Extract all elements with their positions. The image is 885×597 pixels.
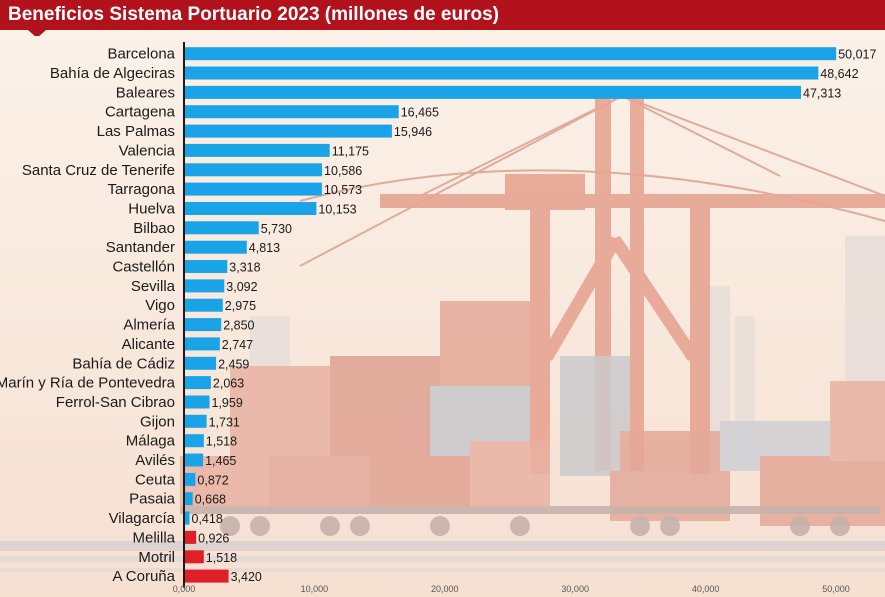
value-label: 15,946 [394, 125, 432, 139]
value-label: 3,092 [226, 280, 257, 294]
bar [184, 202, 317, 215]
bar [184, 124, 392, 138]
category-label: Bahía de Cádiz [72, 355, 175, 372]
bar [184, 395, 210, 409]
category-label: Castellón [112, 259, 175, 276]
category-label: Barcelona [107, 46, 175, 63]
category-label: Almería [123, 317, 175, 334]
x-tick-label: 50,000 [822, 584, 850, 594]
value-label: 0,418 [192, 512, 223, 526]
category-label: Santa Cruz de Tenerife [22, 162, 175, 179]
bar [184, 163, 322, 177]
value-label: 10,573 [324, 183, 362, 197]
bar [184, 414, 207, 428]
bar [184, 511, 190, 525]
value-label: 47,313 [803, 86, 841, 100]
category-label: Gijon [140, 413, 175, 430]
bar [184, 66, 819, 80]
bar [184, 260, 228, 273]
x-tick-label: 40,000 [692, 584, 720, 594]
title-bar: Beneficios Sistema Portuario 2023 (millo… [0, 0, 885, 38]
bar [184, 453, 204, 467]
category-label: Tarragona [107, 181, 175, 198]
value-label: 2,063 [213, 377, 244, 391]
bar [184, 221, 259, 235]
value-label: 50,017 [838, 48, 876, 62]
category-label: Bilbao [133, 220, 175, 237]
bar [184, 105, 399, 119]
bar [184, 318, 222, 332]
value-label: 11,175 [332, 144, 369, 158]
category-label: Marín y Ría de Pontevedra [0, 375, 176, 392]
bar [184, 434, 204, 448]
bar [184, 337, 220, 351]
category-label: A Coruña [112, 568, 175, 585]
value-label: 5,730 [261, 222, 292, 236]
value-label: 1,465 [205, 454, 236, 468]
category-label: Huelva [128, 201, 175, 218]
category-label: Bahía de Algeciras [50, 65, 175, 82]
bar [184, 85, 801, 99]
value-label: 2,747 [222, 338, 253, 352]
bar [184, 569, 229, 583]
bar [184, 279, 225, 293]
value-label: 1,959 [212, 396, 243, 410]
bar [184, 472, 196, 486]
bar [184, 182, 322, 196]
bar [184, 530, 197, 544]
value-label: 4,813 [249, 241, 280, 255]
category-label: Pasaia [129, 491, 176, 508]
bar [184, 356, 217, 370]
bar [184, 376, 211, 390]
value-label: 10,153 [318, 203, 356, 217]
value-label: 2,975 [225, 299, 256, 313]
category-label: Las Palmas [97, 123, 175, 140]
x-tick-label: 20,000 [431, 584, 459, 594]
value-label: 3,318 [229, 261, 260, 275]
value-label: 2,459 [218, 357, 249, 371]
category-label: Santander [106, 239, 175, 256]
value-label: 16,465 [401, 106, 439, 120]
bar [184, 492, 193, 506]
value-label: 3,420 [231, 570, 262, 584]
bar [184, 240, 247, 254]
bar [184, 550, 204, 564]
x-tick-label: 10,000 [301, 584, 329, 594]
category-label: Avilés [135, 452, 175, 469]
value-label: 48,642 [820, 67, 858, 81]
value-label: 2,850 [223, 319, 254, 333]
chart-title: Beneficios Sistema Portuario 2023 (millo… [8, 4, 499, 25]
x-tick-label: 0,000 [173, 584, 196, 594]
category-label: Motril [138, 549, 175, 566]
category-label: Ceuta [135, 471, 176, 488]
value-label: 1,518 [206, 551, 237, 565]
category-label: Valencia [119, 142, 176, 159]
port-crane-illustration [0, 36, 885, 597]
value-label: 0,872 [197, 473, 228, 487]
category-label: Cartagena [105, 104, 176, 121]
value-label: 1,731 [209, 415, 240, 429]
x-tick-label: 30,000 [561, 584, 589, 594]
bar [184, 143, 330, 157]
category-label: Vigo [145, 297, 175, 314]
category-label: Melilla [132, 529, 175, 546]
value-label: 10,586 [324, 164, 362, 178]
value-label: 0,926 [198, 531, 229, 545]
category-label: Alicante [122, 336, 175, 353]
value-label: 1,518 [206, 435, 237, 449]
category-label: Baleares [116, 84, 175, 101]
title-notch [28, 30, 46, 38]
bar [184, 47, 837, 61]
category-label: Sevilla [131, 278, 176, 295]
category-label: Málaga [126, 433, 176, 450]
category-label: Ferrol-San Cibrao [56, 394, 175, 411]
category-label: Vilagarcía [109, 510, 176, 527]
bar [184, 298, 223, 312]
value-label: 0,668 [195, 493, 226, 507]
